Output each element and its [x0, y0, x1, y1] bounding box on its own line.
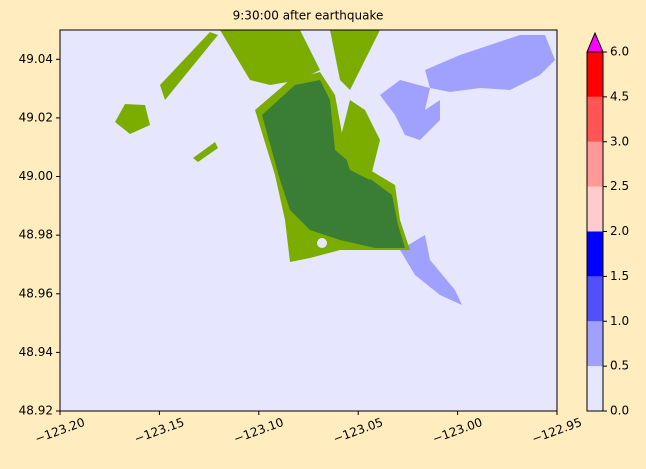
colorbar-segment [587, 186, 603, 232]
colorbar-tick-label: 2.0 [610, 224, 629, 238]
colorbar-tick-label: 0.0 [610, 404, 629, 418]
y-tick-label: 48.94 [19, 345, 53, 359]
colorbar-tick-label: 1.0 [610, 314, 629, 328]
land [160, 32, 218, 100]
colorbar-tick-label: 3.0 [610, 134, 629, 148]
flooded-area [380, 80, 440, 140]
colorbar-segment [587, 231, 603, 277]
land [330, 30, 380, 90]
chart-title: 9:30:00 after earthquake [233, 9, 384, 23]
colorbar-segment [587, 276, 603, 322]
land [340, 100, 380, 180]
y-tick-label: 48.92 [19, 404, 53, 418]
colorbar-tick-label: 1.5 [610, 269, 629, 283]
flooded-area [425, 35, 555, 92]
colorbar-segment [587, 321, 603, 367]
plot-frame [59, 29, 558, 412]
colorbar-tick-label: 2.5 [610, 179, 629, 193]
land [262, 80, 405, 248]
land [115, 104, 150, 134]
island [317, 238, 327, 248]
colorbar-segment [587, 52, 603, 97]
colorbar-tick-label: 0.5 [610, 359, 629, 373]
land [193, 142, 218, 162]
y-tick-label: 49.02 [19, 110, 53, 124]
colorbar-tick-label: 6.0 [610, 45, 629, 59]
colorbar-extension [586, 31, 604, 53]
flooded-area [400, 235, 462, 305]
y-tick-label: 49.04 [19, 52, 53, 66]
colorbar-segment [587, 141, 603, 187]
land [220, 30, 320, 85]
colorbar-segment [587, 366, 603, 411]
colorbar-segment [587, 96, 603, 142]
y-tick-label: 49.00 [19, 169, 53, 183]
map-layers [115, 30, 555, 305]
y-tick-label: 48.96 [19, 286, 53, 300]
y-tick-label: 48.98 [19, 228, 53, 242]
colorbar-tick-label: 4.5 [610, 89, 629, 103]
